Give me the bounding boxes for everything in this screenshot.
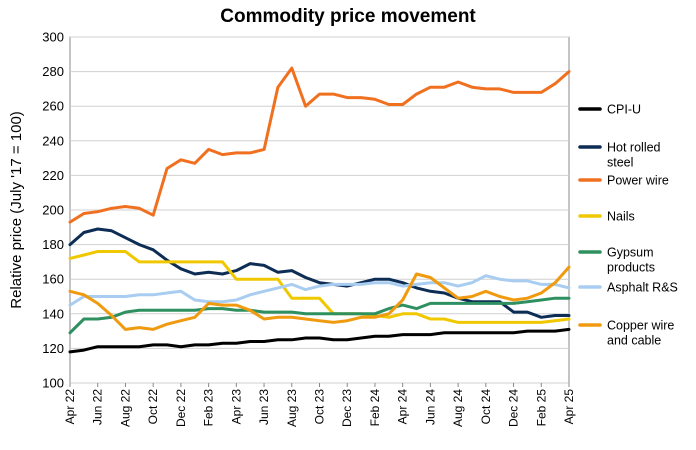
legend: CPI-U Hot rolled steel Power wire Nails Gypsu… [578,103,678,348]
x-tick-label: Dec 24 [507,389,521,427]
x-tick-label: Apr 23 [229,389,243,425]
legend-label-nails: Nails [607,210,635,224]
y-tick-label: 180 [42,237,64,252]
series-line-copper-wire-and-cable [68,265,571,331]
y-tick-label: 140 [42,306,64,321]
y-tick-label: 200 [42,203,64,218]
chart-title: Commodity price movement [220,6,476,27]
x-tick-label: Oct 23 [313,389,327,425]
series-layer [68,66,571,354]
x-tick-label: Oct 24 [479,389,493,425]
series-line-hot-rolled-steel [68,227,571,319]
x-tick-label: Apr 24 [396,389,410,425]
x-ticks: Apr 22 Jun 22 Aug 22 Oct 22 Dec 22 Feb 23 Apr … [63,383,576,427]
legend-label-hot-rolled-steel: Hot rolled steel [607,141,661,170]
x-tick-label: Aug 23 [285,389,299,427]
y-tick-label: 300 [42,30,64,45]
legend-label-copper-wire-and-cable: Copper wire and cable [607,319,674,348]
x-tick-label: Dec 23 [340,389,354,427]
x-tick-label: Dec 22 [174,389,188,427]
legend-label-cpi-u: CPI-U [607,103,641,117]
x-tick-label: Jun 22 [91,389,105,425]
y-tick-label: 120 [42,341,64,356]
y-tick-label: 100 [42,376,64,391]
x-tick-label: Aug 24 [451,389,465,427]
legend-label-power-wire: Power wire [607,174,669,188]
x-tick-label: Jun 24 [423,389,437,425]
x-tick-label: Jun 23 [257,389,271,425]
series-line-power-wire [68,66,571,224]
y-tick-label: 220 [42,168,64,183]
x-tick-label: Feb 23 [202,389,216,427]
x-tick-label: Feb 24 [368,389,382,427]
x-tick-label: Feb 25 [534,389,548,427]
y-tick-label: 240 [42,133,64,148]
series-line-nails [68,250,571,324]
x-tick-label: Apr 22 [63,389,77,425]
legend-label-asphalt-r-s: Asphalt R&S [607,281,678,295]
y-tick-label: 160 [42,272,64,287]
x-tick-label: Aug 22 [118,389,132,427]
x-tick-label: Apr 25 [562,389,576,425]
x-tick-label: Oct 22 [146,389,160,425]
y-tick-label: 280 [42,64,64,79]
series-line-cpi-u [68,327,571,354]
grid-layer [70,36,569,384]
y-axis-label: Relative price (July '17 = 100) [8,111,25,309]
y-tick-label: 260 [42,99,64,114]
y-ticks: 100 120 140 160 180 200 220 240 260 280 300 [42,30,64,391]
series-line-asphalt-r-s [68,274,571,307]
legend-label-gypsum-products: Gypsum products [607,246,655,275]
series-line-gypsum-products [68,296,571,335]
